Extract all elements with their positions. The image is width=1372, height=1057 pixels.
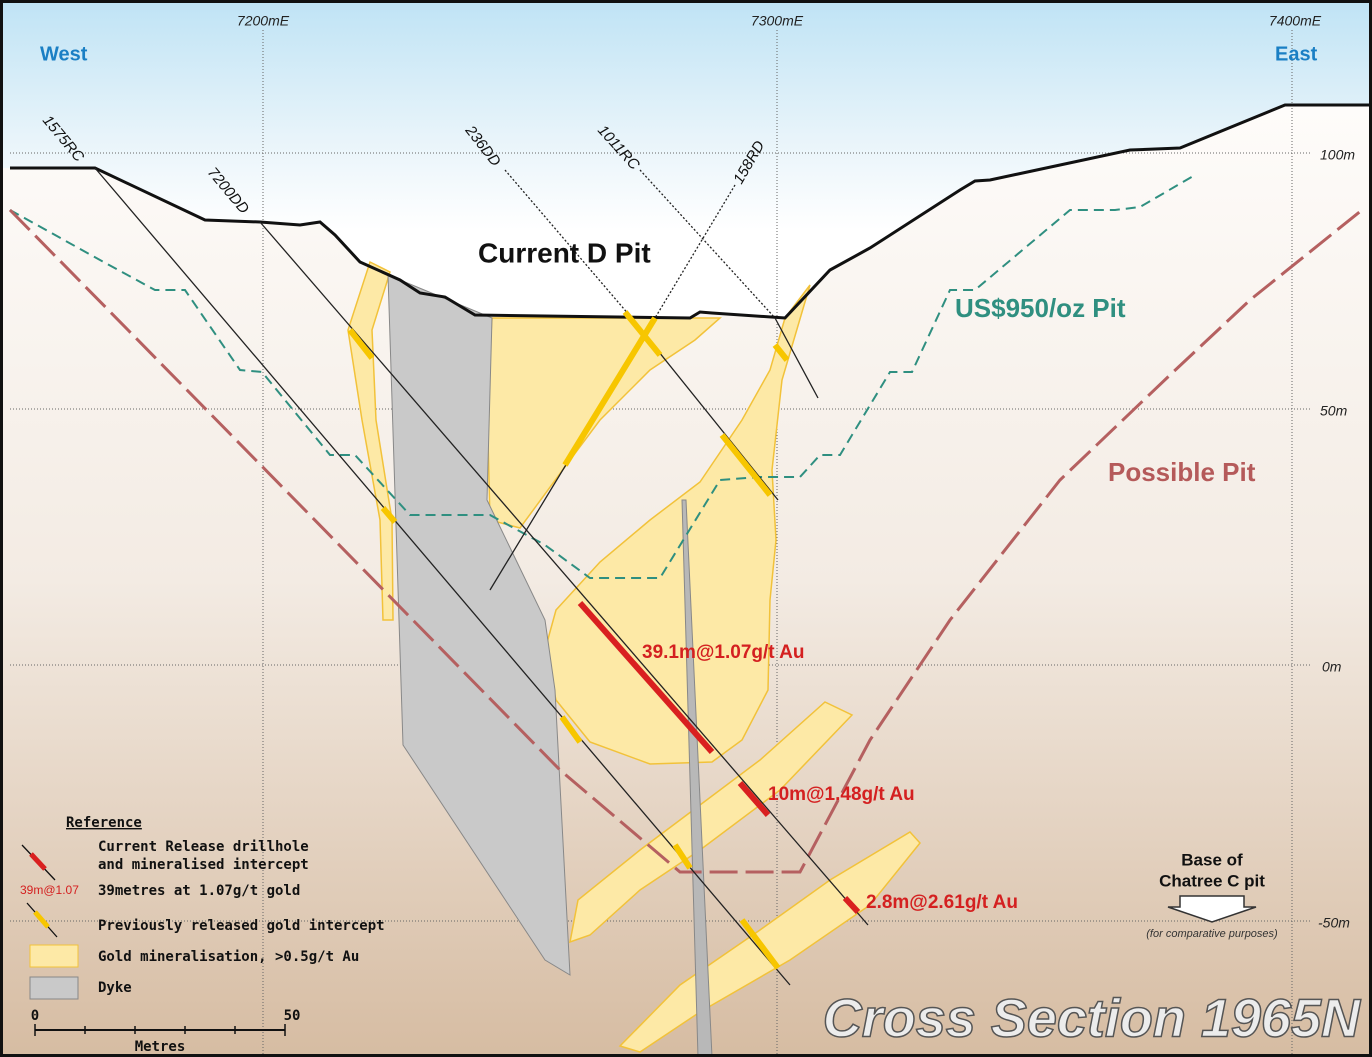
intercepts: 39.1m@1.07g/t Au 10m@1.48g/t Au 2.8m@2.6… <box>347 310 1018 970</box>
prior-intercept <box>347 328 375 360</box>
gold-zone <box>544 284 811 765</box>
legend-swatch <box>29 976 79 1000</box>
grid: 7200mE 7300mE 7400mE 100m 50m 0m -50m <box>10 13 1355 1057</box>
elevation-label: 100m <box>1320 147 1355 163</box>
scale-label: 0 <box>31 1008 39 1024</box>
elevation-label: 0m <box>1322 659 1342 675</box>
drillhole <box>774 317 819 399</box>
scale-unit: Metres <box>135 1039 186 1055</box>
legend-icon <box>33 910 50 929</box>
legend-label: and mineralised intercept <box>98 857 309 873</box>
drillhole <box>504 169 631 317</box>
elevation-label: 50m <box>1320 403 1348 419</box>
section-title: Cross Section 1965N <box>823 988 1361 1048</box>
direction-label: West <box>40 43 88 65</box>
legend-label: Gold mineralisation, >0.5g/t Au <box>98 949 359 965</box>
pit-outline <box>9 174 1196 579</box>
prior-intercept <box>559 715 583 744</box>
note-text: Chatree C pit <box>1159 871 1265 890</box>
note-text: Base of <box>1181 850 1243 869</box>
easting-label: 7200mE <box>237 13 290 29</box>
easting-label: 7300mE <box>751 13 804 29</box>
prior-intercept <box>380 506 398 524</box>
legend-label: Dyke <box>98 980 132 996</box>
easting-label: 7400mE <box>1269 13 1322 29</box>
new-intercept <box>577 601 715 754</box>
new-intercept <box>842 895 861 915</box>
legend-label: 39metres at 1.07g/t gold <box>98 883 300 899</box>
legend-label: Current Release drillhole <box>98 839 309 855</box>
drillhole <box>639 169 776 319</box>
scale-label: 50 <box>284 1008 301 1024</box>
mineralisation <box>347 260 921 1053</box>
prior-intercept <box>739 918 781 970</box>
legend-label: Previously released gold intercept <box>98 918 385 934</box>
pit-label: US$950/oz Pit <box>955 293 1126 323</box>
direction-label: East <box>1275 43 1318 65</box>
note-text: (for comparative purposes) <box>1146 928 1278 940</box>
intercept-label: 10m@1.48g/t Au <box>768 784 915 805</box>
arrow <box>1167 895 1257 923</box>
prior-intercept <box>772 343 790 362</box>
dyke <box>387 274 571 976</box>
drillhole <box>259 221 869 926</box>
elevation-label: -50m <box>1318 915 1350 931</box>
gold-zone <box>618 831 921 1053</box>
gold-zone <box>569 701 854 944</box>
prior-intercept <box>672 843 693 870</box>
gold-zone <box>347 260 394 621</box>
new-intercept <box>737 781 771 817</box>
legend-swatch <box>29 944 79 968</box>
pit-label: Current D Pit <box>478 237 651 268</box>
legend: Reference Current Release drillhole and … <box>20 815 385 1000</box>
pit-label: Possible Pit <box>1108 457 1256 487</box>
topography <box>10 103 1372 320</box>
prior-intercept <box>562 316 658 467</box>
intercept-label: 39.1m@1.07g/t Au <box>642 642 805 663</box>
intercept-label: 2.8m@2.61g/t Au <box>866 892 1018 913</box>
legend-title: Reference <box>66 815 142 831</box>
drillhole <box>654 184 736 319</box>
pit-outline <box>8 208 1363 874</box>
scale-bar: 0 50 Metres <box>31 1008 301 1055</box>
scale-ticks <box>34 1024 286 1036</box>
legend-icon <box>29 852 47 871</box>
legend-marker: 39m@1.07 <box>20 883 79 897</box>
prior-intercept <box>719 433 773 497</box>
